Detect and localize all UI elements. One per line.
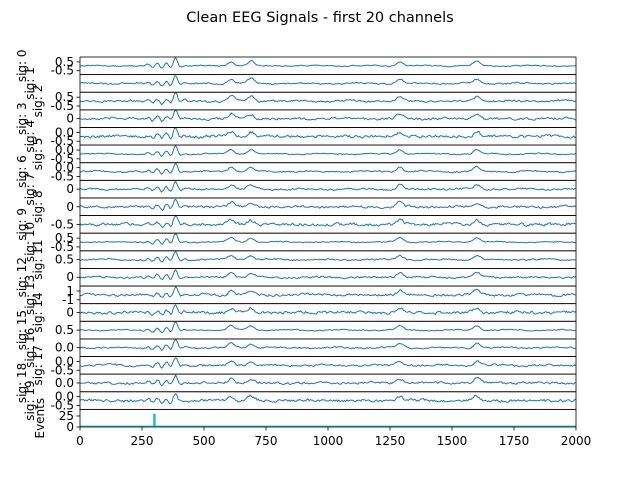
series-line [79,145,577,157]
signal-panel: 0 sig: 12 [15,257,577,297]
series-line [79,374,576,387]
series-line [79,56,577,69]
channel-label: sig: 8 [31,190,45,223]
y-tick-label: -1 [62,293,74,307]
signal-panel: 0.0-0.5 sig: 19 [23,380,577,421]
event-bar [153,413,156,427]
series-line [79,180,577,193]
x-tick-label: 750 [255,434,278,448]
y-tick-label: 0 [66,182,74,196]
series-line [79,198,577,211]
channel-label: sig: 5 [31,138,45,171]
channel-label: sig: 2 [31,85,45,118]
signal-panel: 0.0-0.5 sig: 5 [31,138,577,171]
y-tick-label: 0.0 [55,354,74,368]
y-tick-label: 0.0 [55,390,74,404]
series-line [79,127,577,140]
channel-label: sig: 14 [31,292,45,332]
signal-panel: 0.0-0.5 sig: 17 [31,345,577,386]
y-tick-label: -0.5 [51,64,74,78]
channel-label: sig: 6 [15,155,29,188]
channel-label: sig: 13 [23,275,37,315]
channel-label: sig: 15 [15,310,29,350]
channel-label: sig: 0 [15,49,29,82]
x-tick-label: 1500 [437,434,468,448]
series-line [79,109,577,123]
y-tick-label: 0.5 [55,55,74,69]
x-tick-label: 500 [193,434,216,448]
x-tick-label: 0 [76,434,84,448]
y-tick-label: 0.0 [55,376,74,390]
signal-panel: sig: 1 [23,67,577,100]
series-line [79,233,577,245]
series-line [79,250,576,263]
y-tick-label: 0 [66,305,74,319]
series-line [79,321,576,333]
series-line [79,92,577,106]
x-axis: 0 250 500 750 1000 1250 1500 1750 2000 [76,427,591,448]
y-tick-label: 0.0 [55,143,74,157]
y-tick-label: 0.5 [55,253,74,267]
channel-label: sig: 18 [15,363,29,403]
channel-label: sig: 19 [23,380,37,420]
y-tick-label: -0.5 [51,399,74,413]
channel-label: sig: 3 [15,102,29,135]
y-tick-label: -0.5 [51,240,74,254]
x-tick-label: 1750 [499,434,530,448]
y-tick-label: -0.5 [51,169,74,183]
y-tick-label: -0.5 [51,217,74,231]
series-line [79,75,577,87]
figure-title: Clean EEG Signals - first 20 channels [186,10,453,26]
channel-label: sig: 9 [15,208,29,241]
series-line [79,162,577,175]
y-tick-label: 0.5 [55,231,74,245]
y-tick-label: -0.5 [51,134,74,148]
channel-label: sig: 10 [23,222,37,262]
y-tick-label: -0.5 [51,99,74,113]
channel-label: sig: 12 [15,257,29,297]
series-line [79,393,577,405]
x-tick-label: 1000 [313,434,344,448]
channel-label: sig: 11 [31,239,45,279]
y-tick-label: 0.5 [55,323,74,337]
y-tick-label: -0.5 [51,152,74,166]
x-tick-label: 250 [131,434,154,448]
signal-panel: 0.0 sig: 16 [23,328,577,368]
channel-label: sig: 1 [23,67,37,100]
channel-label: sig: 16 [23,328,37,368]
signal-panel: 0.5-0.5 sig: 2 [31,85,577,118]
signal-panel: 0.5-0.5 sig: 10 [23,222,577,262]
signal-panel: 1-1 sig: 13 [23,275,577,315]
channel-label: sig: 7 [23,173,37,206]
y-tick-label: 1 [66,284,74,298]
y-tick-label: 0 [66,420,74,434]
x-tick-label: 1250 [375,434,406,448]
series-line [79,338,577,351]
series-line [79,269,577,281]
series-line [79,303,577,316]
events-panel: 250 Events [33,398,577,439]
series-line [79,357,577,369]
y-tick-label: 0 [66,112,74,126]
x-tick-label: 2000 [561,434,592,448]
y-tick-label: 0.0 [55,161,74,175]
series-line [79,215,577,229]
signal-panel: 0.0-0.5 sig: 6 [15,155,577,188]
y-tick-label: 0.5 [55,90,74,104]
signal-panel: 0 sig: 7 [23,173,577,206]
events-label: Events [33,398,47,439]
channel-label: sig: 17 [31,345,45,385]
y-tick-label: 0.0 [55,125,74,139]
y-tick-label: -0.5 [51,363,74,377]
y-tick-label: 0 [66,270,74,284]
y-tick-label: 0 [66,200,74,214]
channel-label: sig: 4 [23,120,37,153]
series-line [79,285,577,299]
y-tick-label: 0.0 [55,341,74,355]
y-tick-label: 25 [59,409,74,423]
